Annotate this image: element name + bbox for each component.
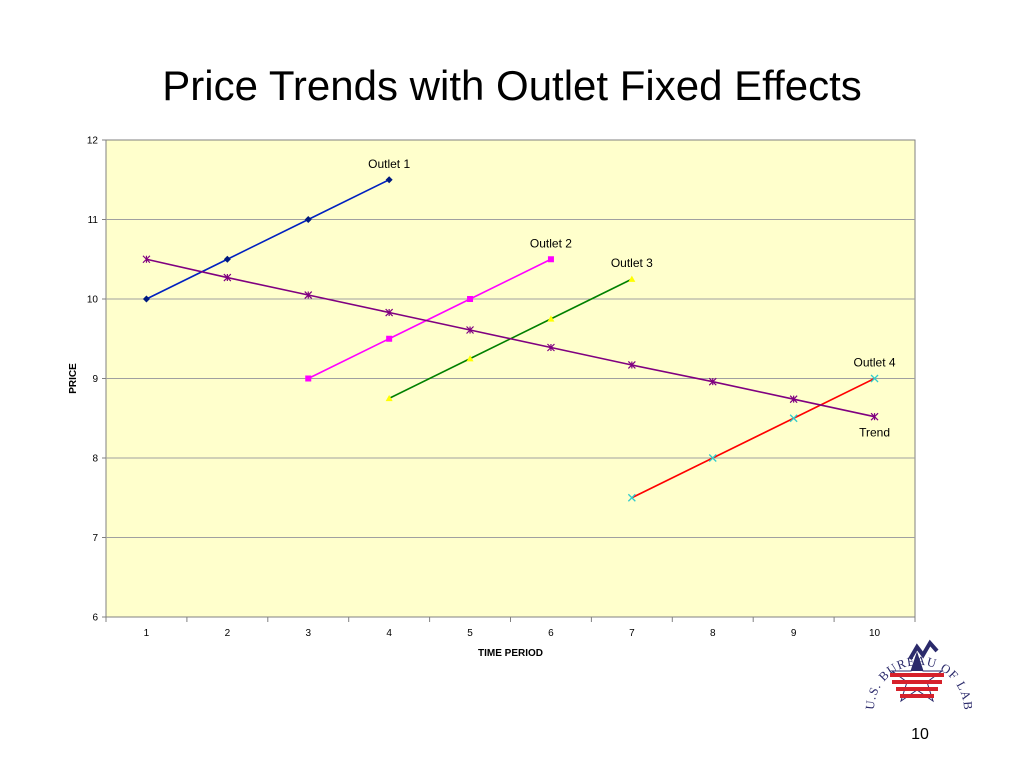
data-point-trend bbox=[547, 343, 555, 352]
data-point-outlet-4 bbox=[870, 374, 879, 383]
data-point-trend bbox=[789, 395, 798, 404]
data-point-outlet-2 bbox=[305, 375, 312, 382]
series-label-outlet-2: Outlet 2 bbox=[530, 236, 572, 250]
data-point-outlet-4 bbox=[789, 414, 798, 423]
y-tick-label: 7 bbox=[92, 533, 98, 544]
data-point-outlet-3 bbox=[547, 315, 555, 322]
x-tick-label: 1 bbox=[144, 628, 150, 639]
series-label-outlet-4: Outlet 4 bbox=[854, 356, 896, 370]
data-point-outlet-1 bbox=[142, 295, 150, 303]
bls-star-icon bbox=[890, 639, 944, 703]
x-tick-label: 2 bbox=[225, 628, 231, 639]
data-point-outlet-3 bbox=[628, 275, 636, 282]
data-point-outlet-2 bbox=[386, 335, 393, 342]
y-axis-title: PRICE bbox=[68, 363, 79, 394]
x-tick-label: 5 bbox=[467, 628, 473, 639]
x-tick-label: 3 bbox=[305, 628, 311, 639]
data-point-trend bbox=[466, 326, 474, 334]
x-tick-label: 10 bbox=[869, 628, 881, 639]
data-point-outlet-2 bbox=[467, 296, 474, 302]
y-tick-label: 10 bbox=[87, 295, 99, 306]
series-line-outlet-1 bbox=[146, 179, 390, 300]
data-point-outlet-1 bbox=[223, 255, 231, 263]
data-point-trend bbox=[708, 377, 717, 386]
x-axis-title: TIME PERIOD bbox=[478, 648, 543, 659]
y-tick-label: 8 bbox=[92, 454, 98, 465]
data-point-outlet-1 bbox=[304, 216, 312, 223]
x-tick-label: 7 bbox=[629, 628, 635, 639]
data-point-trend bbox=[627, 361, 636, 369]
y-tick-label: 11 bbox=[88, 215, 99, 226]
data-point-outlet-4 bbox=[708, 454, 717, 462]
x-tick-label: 9 bbox=[791, 628, 797, 639]
bls-logo: U.S. BUREAU OF LABOR STATISTICS bbox=[852, 615, 974, 711]
x-tick-label: 8 bbox=[710, 628, 716, 639]
slide-number: 10 bbox=[911, 726, 929, 743]
series-label-outlet-3: Outlet 3 bbox=[611, 256, 653, 270]
data-point-outlet-2 bbox=[547, 256, 554, 263]
data-point-trend bbox=[385, 308, 394, 317]
y-tick-label: 6 bbox=[92, 613, 98, 624]
data-point-trend bbox=[223, 273, 232, 282]
y-tick-label: 9 bbox=[92, 374, 98, 385]
data-point-outlet-4 bbox=[627, 493, 636, 502]
data-point-outlet-1 bbox=[385, 176, 393, 184]
slide-title: Price Trends with Outlet Fixed Effects bbox=[162, 62, 862, 109]
series-line-outlet-4 bbox=[631, 377, 875, 499]
data-point-trend bbox=[304, 291, 313, 299]
series-line-outlet-2 bbox=[307, 258, 552, 380]
series-label-outlet-1: Outlet 1 bbox=[368, 157, 410, 171]
series-label-trend: Trend bbox=[859, 426, 890, 440]
y-tick-label: 12 bbox=[87, 136, 99, 147]
data-point-trend bbox=[870, 412, 879, 421]
data-point-outlet-3 bbox=[385, 394, 393, 402]
data-point-outlet-3 bbox=[466, 355, 474, 362]
data-point-trend bbox=[142, 255, 151, 264]
x-tick-label: 6 bbox=[548, 628, 554, 639]
series-line-trend bbox=[146, 258, 875, 418]
x-tick-label: 4 bbox=[386, 628, 392, 639]
